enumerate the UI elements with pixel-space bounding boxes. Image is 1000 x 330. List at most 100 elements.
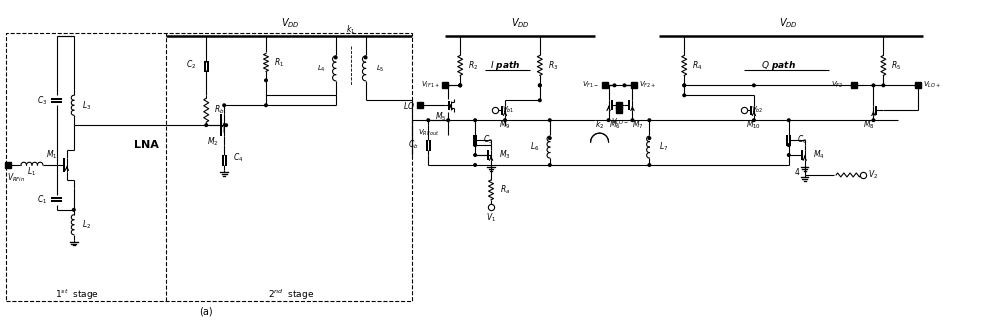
Circle shape bbox=[607, 119, 610, 121]
Circle shape bbox=[852, 84, 855, 87]
Text: $C_1$: $C_1$ bbox=[37, 194, 47, 206]
Text: $C_2$: $C_2$ bbox=[186, 58, 196, 71]
Text: $4$: $4$ bbox=[794, 166, 800, 178]
Text: $R_4$: $R_4$ bbox=[692, 59, 703, 72]
Text: $L_4$: $L_4$ bbox=[317, 63, 326, 74]
Text: $M_8$: $M_8$ bbox=[863, 119, 874, 131]
Text: $C_3$: $C_3$ bbox=[37, 94, 47, 107]
Circle shape bbox=[225, 124, 227, 126]
Circle shape bbox=[474, 154, 476, 156]
Circle shape bbox=[223, 104, 225, 107]
Text: $M_1$: $M_1$ bbox=[46, 149, 58, 161]
Text: $V_{IF1+}$: $V_{IF1+}$ bbox=[421, 80, 440, 90]
Text: $R_a$: $R_a$ bbox=[500, 183, 510, 196]
Circle shape bbox=[787, 119, 790, 121]
Text: $M_3$: $M_3$ bbox=[499, 149, 511, 161]
Text: $C_b$: $C_b$ bbox=[408, 139, 418, 151]
Text: $C_6$: $C_6$ bbox=[797, 134, 807, 147]
Text: $V_{DD}$: $V_{DD}$ bbox=[779, 16, 798, 29]
Circle shape bbox=[504, 119, 506, 121]
Text: $M_6$: $M_6$ bbox=[609, 119, 620, 131]
Circle shape bbox=[683, 84, 686, 87]
Text: $1^{st}$  stage: $1^{st}$ stage bbox=[55, 287, 99, 302]
Text: $R_1$: $R_1$ bbox=[274, 56, 284, 69]
Text: $2^{nd}$  stage: $2^{nd}$ stage bbox=[268, 287, 314, 302]
Text: (a): (a) bbox=[199, 306, 213, 316]
Text: $M_9$: $M_9$ bbox=[499, 119, 511, 131]
Circle shape bbox=[872, 119, 875, 121]
Circle shape bbox=[648, 119, 651, 121]
Text: $L_5$: $L_5$ bbox=[376, 63, 384, 74]
Circle shape bbox=[548, 137, 551, 139]
Circle shape bbox=[474, 164, 476, 166]
Bar bbox=[6, 33, 412, 301]
Text: $L_7$: $L_7$ bbox=[659, 141, 669, 153]
Circle shape bbox=[548, 164, 551, 166]
Text: $V_{b1}$: $V_{b1}$ bbox=[502, 105, 515, 115]
Text: $V_{RFout}$: $V_{RFout}$ bbox=[418, 128, 439, 138]
Circle shape bbox=[648, 164, 651, 166]
Circle shape bbox=[459, 84, 461, 87]
Circle shape bbox=[613, 84, 616, 87]
Text: $V_{F2+}$: $V_{F2+}$ bbox=[639, 80, 657, 90]
Circle shape bbox=[539, 99, 541, 102]
Text: $V_{DD}$: $V_{DD}$ bbox=[511, 16, 529, 29]
Circle shape bbox=[631, 119, 634, 121]
Text: $V_{DD}$: $V_{DD}$ bbox=[281, 16, 300, 29]
Circle shape bbox=[474, 119, 476, 121]
Text: $R_3$: $R_3$ bbox=[548, 59, 558, 72]
Text: $Q$ path: $Q$ path bbox=[761, 59, 796, 72]
Circle shape bbox=[459, 84, 461, 87]
Circle shape bbox=[917, 84, 920, 87]
Circle shape bbox=[872, 84, 875, 87]
Text: $LO$: $LO$ bbox=[403, 100, 415, 111]
Circle shape bbox=[265, 79, 267, 82]
Circle shape bbox=[364, 56, 367, 59]
Text: $L_3$: $L_3$ bbox=[82, 99, 91, 112]
Text: $L_1$: $L_1$ bbox=[27, 166, 37, 178]
Text: $V_{F2-}$: $V_{F2-}$ bbox=[831, 80, 849, 90]
Text: $C_5$: $C_5$ bbox=[483, 134, 493, 147]
Text: $M_2$: $M_2$ bbox=[207, 136, 219, 148]
Circle shape bbox=[334, 56, 337, 59]
Text: $C_4$: $C_4$ bbox=[233, 152, 244, 164]
Circle shape bbox=[683, 94, 686, 97]
Circle shape bbox=[648, 137, 651, 139]
Circle shape bbox=[787, 144, 790, 147]
Text: $V_2$: $V_2$ bbox=[868, 169, 879, 181]
Text: $V_{LO-}$: $V_{LO-}$ bbox=[611, 117, 628, 127]
Circle shape bbox=[787, 154, 790, 156]
Text: LNA: LNA bbox=[134, 140, 159, 150]
Text: $M_{10}$: $M_{10}$ bbox=[746, 119, 761, 131]
Circle shape bbox=[753, 84, 755, 87]
Circle shape bbox=[205, 124, 208, 126]
Circle shape bbox=[474, 144, 476, 147]
Text: $R_b$: $R_b$ bbox=[214, 104, 225, 116]
Text: $V_{LO+}$: $V_{LO+}$ bbox=[923, 80, 941, 90]
Text: $V_{b2}$: $V_{b2}$ bbox=[751, 105, 763, 115]
Text: $R_2$: $R_2$ bbox=[468, 59, 478, 72]
Circle shape bbox=[753, 119, 755, 121]
Circle shape bbox=[427, 119, 430, 121]
Circle shape bbox=[539, 84, 541, 87]
Text: $V_{F1-}$: $V_{F1-}$ bbox=[582, 80, 600, 90]
Text: $M_7$: $M_7$ bbox=[632, 119, 643, 131]
Text: $M_4$: $M_4$ bbox=[813, 149, 824, 161]
Circle shape bbox=[265, 104, 267, 107]
Text: $M_5$: $M_5$ bbox=[435, 111, 446, 123]
Circle shape bbox=[548, 119, 551, 121]
Text: $k_2$: $k_2$ bbox=[595, 119, 604, 131]
Text: $R_5$: $R_5$ bbox=[891, 59, 902, 72]
Text: $V_1$: $V_1$ bbox=[486, 212, 496, 224]
Circle shape bbox=[683, 84, 686, 87]
Circle shape bbox=[882, 84, 885, 87]
Text: $L_6$: $L_6$ bbox=[530, 141, 540, 153]
Text: $I$ path: $I$ path bbox=[490, 59, 520, 72]
Circle shape bbox=[459, 84, 461, 87]
Circle shape bbox=[73, 209, 75, 211]
Circle shape bbox=[447, 119, 450, 121]
Text: $V_{RFin}$: $V_{RFin}$ bbox=[7, 172, 26, 184]
Text: $L_2$: $L_2$ bbox=[82, 218, 91, 231]
Circle shape bbox=[539, 84, 541, 87]
Text: $k_1$: $k_1$ bbox=[346, 23, 355, 36]
